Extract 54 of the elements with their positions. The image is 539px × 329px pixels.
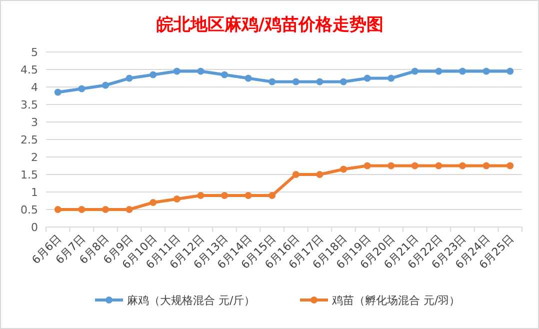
- point: [173, 68, 180, 75]
- y-tick-label: 2.5: [20, 134, 38, 146]
- point: [244, 192, 252, 199]
- point: [173, 196, 180, 202]
- y-tick-label: 3.5: [20, 98, 38, 112]
- point: [54, 88, 62, 96]
- y-tick-label: 4.5: [20, 64, 38, 76]
- y-tick-label: 4: [31, 81, 38, 94]
- point: [316, 171, 324, 178]
- point: [411, 68, 418, 75]
- point: [268, 192, 276, 199]
- y-tick-label: 0: [31, 221, 38, 234]
- point: [459, 162, 466, 170]
- point: [150, 71, 157, 78]
- point: [102, 206, 109, 213]
- point: [126, 74, 133, 82]
- point: [292, 171, 300, 178]
- point: [197, 68, 204, 75]
- point: [364, 162, 371, 170]
- point: [435, 68, 442, 75]
- point: [316, 78, 324, 86]
- chart-title: 皖北地区麻鸡/鸡苗价格走势图: [156, 15, 384, 35]
- point: [197, 192, 204, 199]
- point: [150, 199, 157, 206]
- point: [340, 166, 347, 173]
- y-tick-label: 5: [31, 46, 38, 59]
- y-tick-label: 2: [31, 151, 38, 164]
- point: [388, 162, 395, 170]
- point: [482, 68, 490, 75]
- point: [54, 206, 62, 213]
- point: [221, 71, 228, 78]
- y-tick-label: 0.5: [20, 204, 38, 216]
- point: [388, 74, 395, 82]
- legend-label: 麻鸡（大规格混合 元/斤）: [127, 294, 256, 307]
- y-tick-label: 1.5: [20, 168, 38, 182]
- point: [482, 162, 490, 170]
- point: [78, 206, 86, 213]
- point: [126, 206, 133, 213]
- point: [292, 78, 300, 86]
- y-tick-label: 3: [31, 116, 38, 129]
- point: [244, 74, 252, 82]
- point: [268, 78, 276, 86]
- point: [221, 192, 228, 199]
- legend-label: 鸡苗（孵化场混合 元/羽）: [331, 294, 460, 307]
- point: [78, 85, 86, 92]
- point: [459, 68, 466, 75]
- point: [506, 162, 514, 170]
- point: [364, 74, 371, 82]
- point: [411, 162, 418, 170]
- point: [435, 162, 442, 170]
- point: [506, 68, 514, 75]
- point: [102, 82, 109, 89]
- point: [340, 78, 347, 86]
- y-tick-label: 1: [31, 186, 38, 199]
